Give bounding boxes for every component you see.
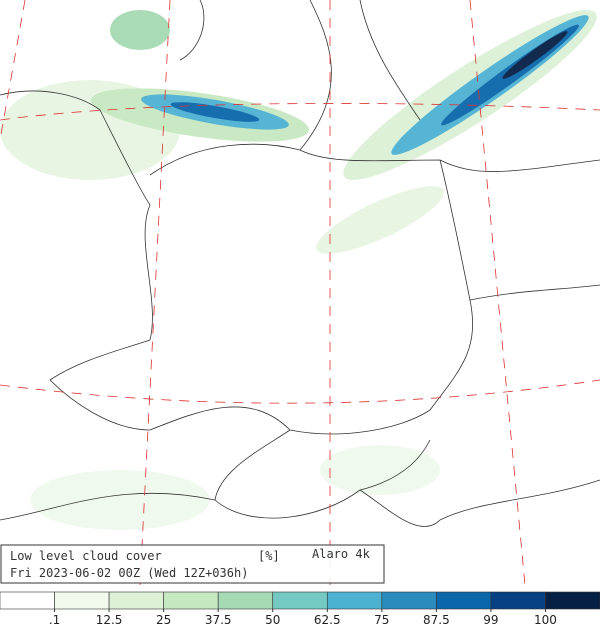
unit: [%] [258,549,280,563]
legend-swatch [381,591,437,610]
legend-swatch [490,591,546,610]
legend-swatch [163,591,219,610]
legend-swatch [0,591,55,610]
legend-label: .1 [49,613,60,627]
legend-label: 62.5 [314,613,341,627]
legend-swatch [326,591,383,610]
valid-time: Fri 2023-06-02 00Z (Wed 12Z+036h) [10,566,248,580]
legend-label: 37.5 [205,613,232,627]
legend-label: 50 [265,613,280,627]
legend-swatch [545,591,600,610]
legend-swatch [217,591,274,610]
legend-swatch [108,591,164,610]
legend-label: 25 [156,613,171,627]
cloud-field [0,9,597,530]
model-name: Alaro 4k [312,547,371,561]
borders [0,0,600,527]
legend-label: 87.5 [423,613,450,627]
graticule [0,0,600,586]
legend-swatch [272,591,328,610]
legend-label: 12.5 [96,613,123,627]
legend-label: 99 [483,613,498,627]
legend-label: 75 [374,613,389,627]
info-box [0,544,385,584]
legend-swatch [54,591,110,610]
title: Low level cloud cover [10,549,162,563]
legend-label: 100 [534,613,557,627]
legend-swatch [436,591,492,610]
legend: .1 12.5 25 37.5 50 62.5 75 87.5 99 100 [0,591,600,627]
